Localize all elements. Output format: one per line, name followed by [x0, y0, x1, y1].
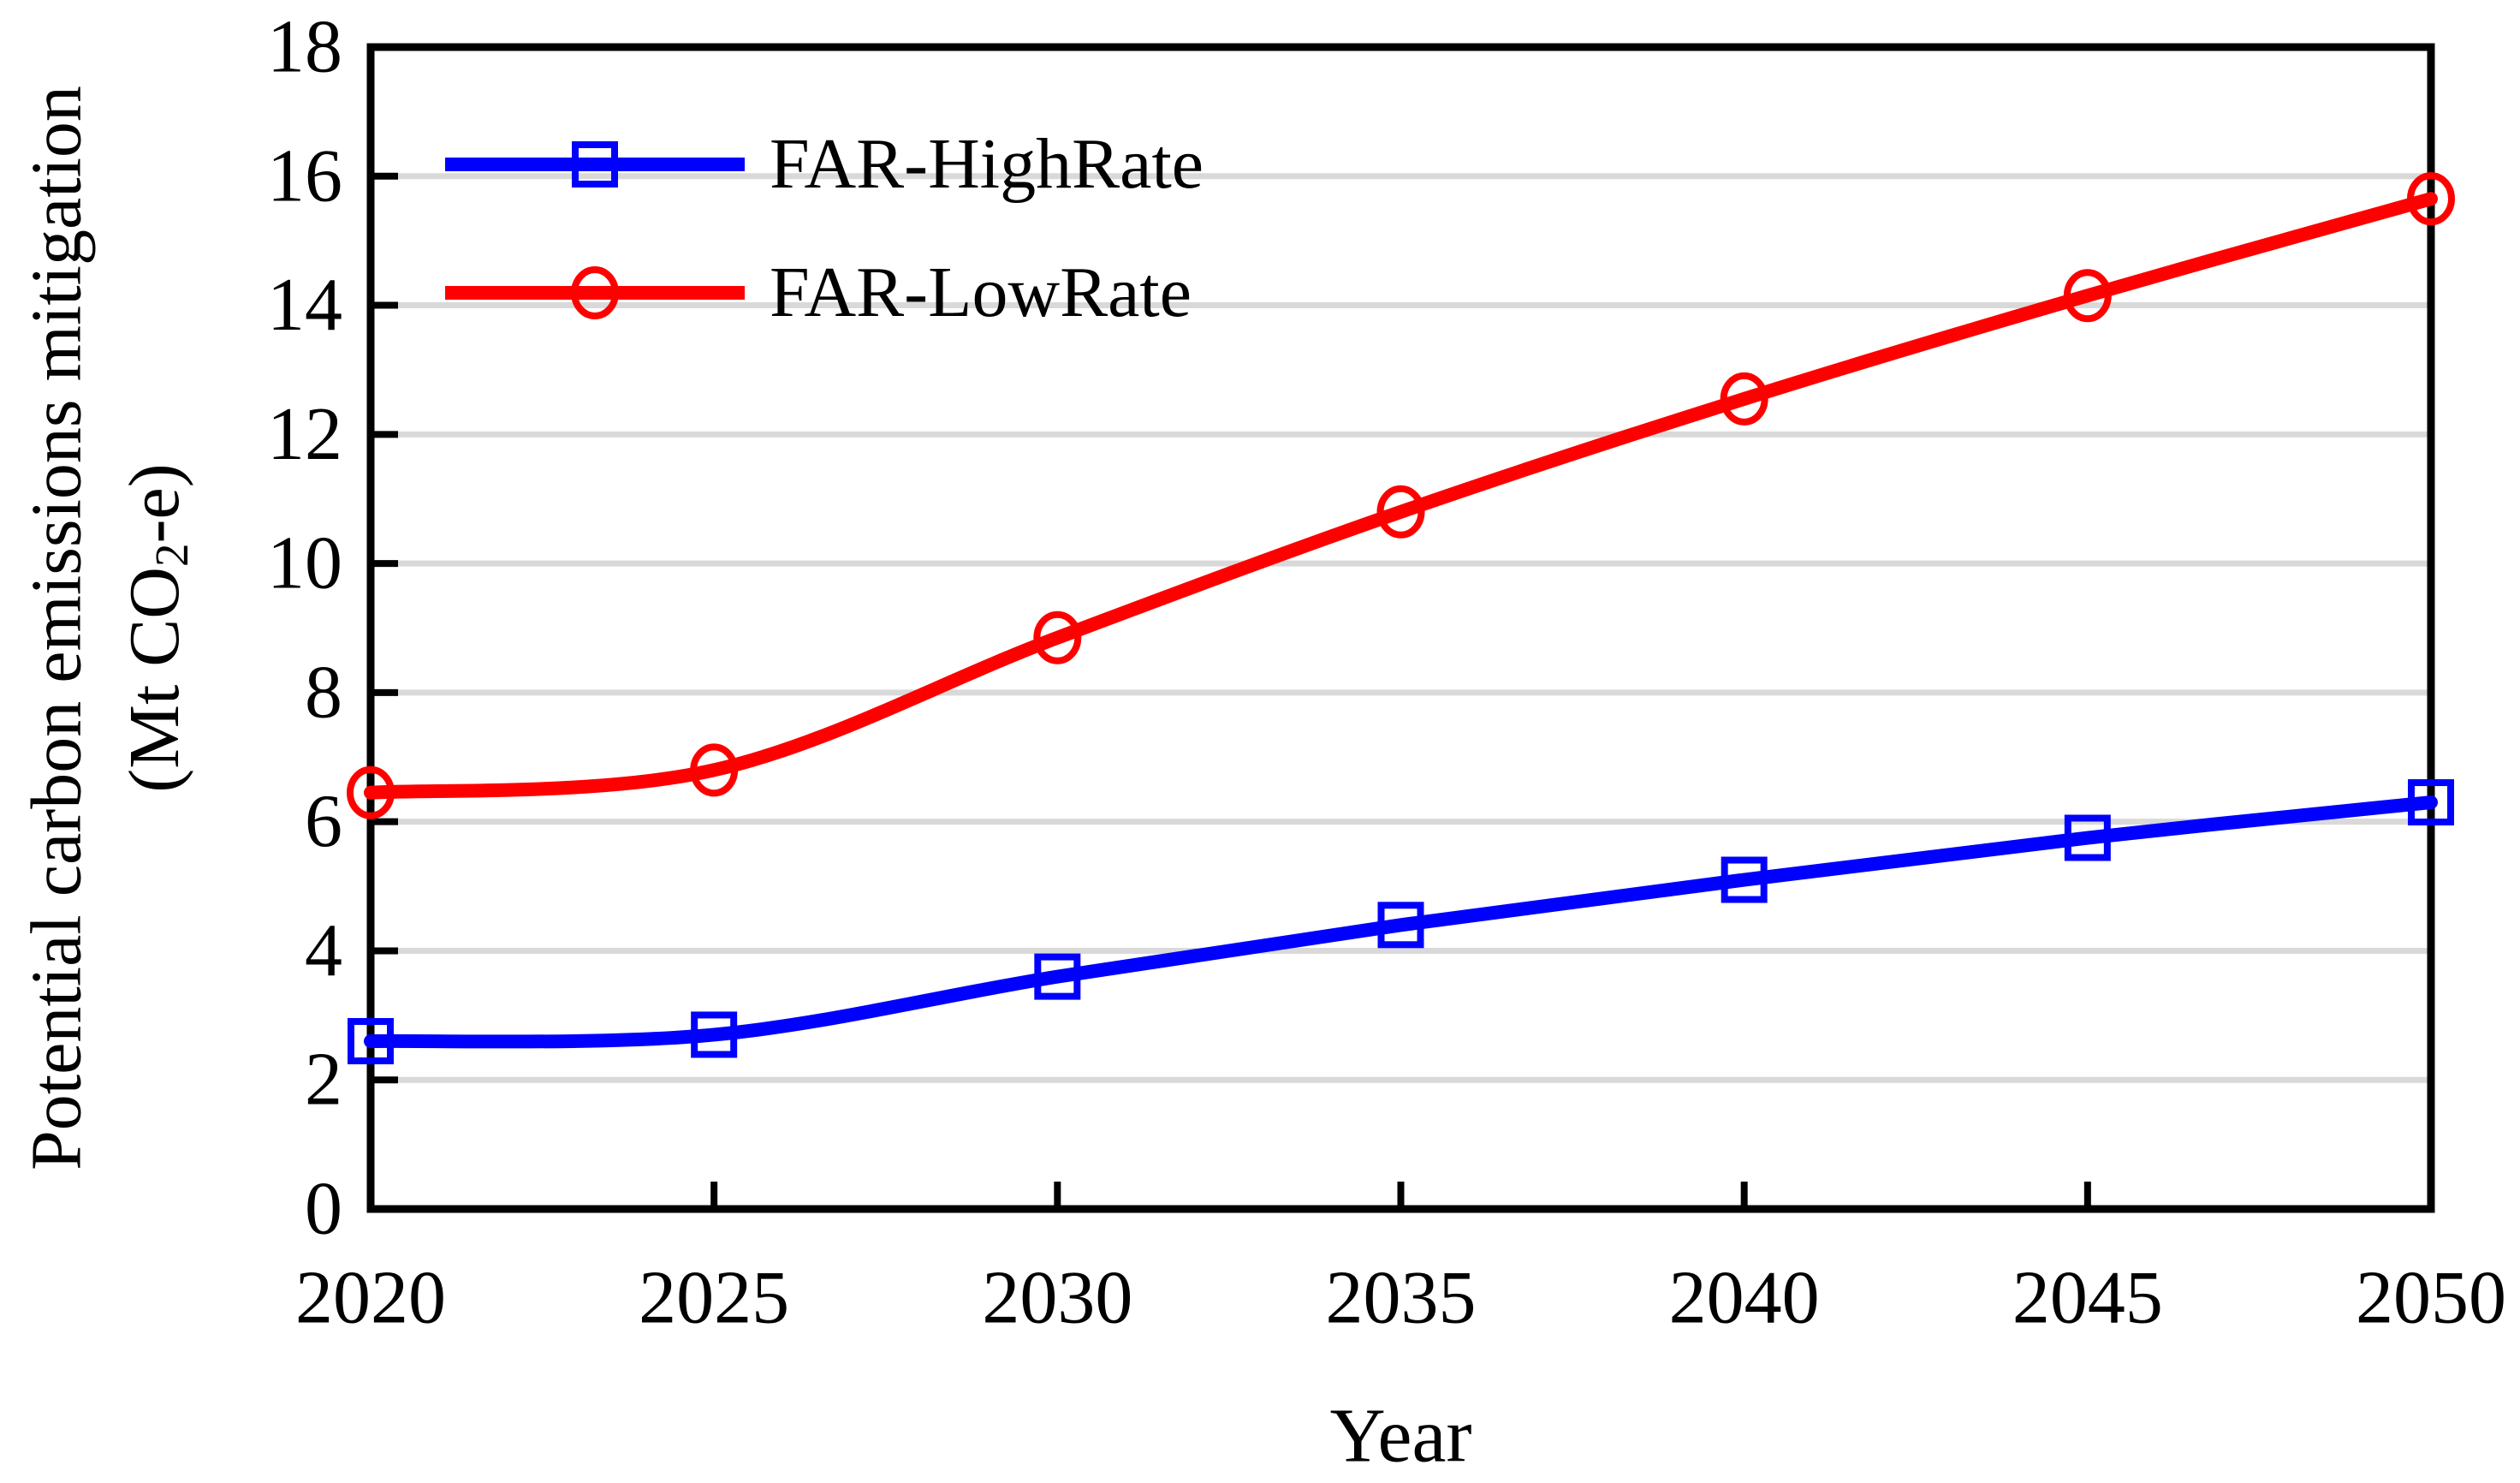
y-axis-title-line1: Potential carbon emissions mitigation — [17, 86, 97, 1170]
legend-item-far-lowrate: FAR-LowRate — [441, 229, 1204, 357]
x-tick-label: 2025 — [639, 1257, 789, 1340]
legend-item-far-highrate: FAR-HighRate — [441, 100, 1204, 229]
series-line-far-lowrate — [364, 192, 2438, 800]
legend-square-marker-icon — [572, 141, 618, 188]
data-point-square-far-highrate — [2408, 779, 2454, 826]
x-tick-label: 2045 — [2012, 1257, 2163, 1340]
data-point-square-far-highrate — [1721, 856, 1768, 903]
y-tick-label: 14 — [267, 264, 342, 347]
legend-label-far-highrate: FAR-HighRate — [770, 124, 1204, 204]
y-tick-label: 18 — [267, 6, 342, 89]
legend-key-square-series — [445, 141, 745, 188]
legend-label-far-lowrate: FAR-LowRate — [770, 253, 1192, 332]
data-point-square-far-highrate — [1034, 953, 1081, 1000]
x-tick-label: 2050 — [2356, 1257, 2506, 1340]
data-point-square-far-highrate — [691, 1011, 738, 1058]
x-tick-label: 2035 — [1326, 1257, 1477, 1340]
y-tick-label: 0 — [305, 1168, 342, 1251]
legend-circle-marker-icon — [571, 266, 619, 319]
y-tick-label: 8 — [305, 651, 342, 734]
data-point-square-far-highrate — [348, 1017, 394, 1064]
series-line-far-highrate — [364, 795, 2438, 1049]
y-tick-label: 10 — [267, 522, 342, 605]
y-tick-label: 16 — [267, 134, 342, 217]
data-point-circle-far-lowrate — [1720, 372, 1768, 426]
data-point-square-far-highrate — [1377, 902, 1424, 949]
y-tick-label: 4 — [305, 909, 342, 992]
y-tick-label: 6 — [305, 780, 342, 863]
data-point-circle-far-lowrate — [347, 765, 395, 819]
data-point-circle-far-lowrate — [1376, 485, 1425, 539]
x-axis-title: Year — [1330, 1394, 1472, 1479]
y-tick-label: 12 — [267, 393, 342, 476]
legend-key-circle-series — [445, 266, 745, 319]
x-tick-label: 2020 — [295, 1257, 446, 1340]
data-point-circle-far-lowrate — [2407, 172, 2455, 226]
data-point-circle-far-lowrate — [1033, 610, 1082, 664]
legend: FAR-HighRate FAR-LowRate — [441, 100, 1204, 357]
data-point-circle-far-lowrate — [690, 743, 739, 797]
data-point-square-far-highrate — [2064, 814, 2111, 861]
x-tick-label: 2040 — [1669, 1257, 1820, 1340]
x-tick-label: 2030 — [982, 1257, 1132, 1340]
y-tick-label: 2 — [305, 1039, 342, 1122]
data-point-circle-far-lowrate — [2063, 269, 2112, 323]
y-axis-title-line2: (Mt CO2-e) — [115, 463, 198, 792]
